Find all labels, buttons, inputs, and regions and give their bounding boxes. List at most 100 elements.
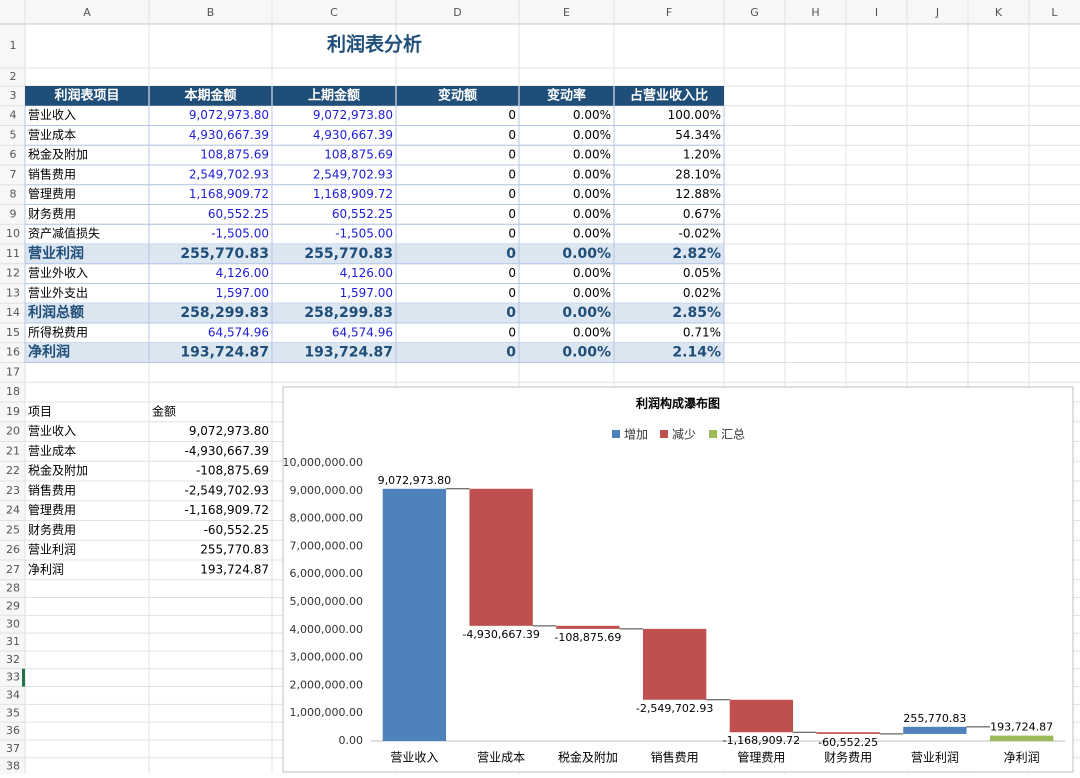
table-header-cell: 上期金额 xyxy=(308,87,360,103)
table-cell: 28.10% xyxy=(675,167,721,181)
row-header: 8 xyxy=(10,188,17,201)
list-cell: -108,875.69 xyxy=(196,464,269,478)
subtotal-cell: 净利润 xyxy=(28,344,70,361)
table-cell: -0.02% xyxy=(679,227,721,241)
bar xyxy=(469,488,533,626)
table-cell: 1.20% xyxy=(683,148,721,162)
bar xyxy=(903,726,967,734)
table-cell: 0 xyxy=(508,128,516,142)
list-cell: 销售费用 xyxy=(28,482,76,497)
y-tick-label: 9,000,000.00 xyxy=(290,484,363,497)
table-cell: 4,930,667.39 xyxy=(189,128,269,142)
row-header-bar xyxy=(0,24,25,774)
table-cell: 1,597.00 xyxy=(340,286,393,300)
bar xyxy=(729,699,794,733)
x-tick-label: 销售费用 xyxy=(651,750,699,765)
bar xyxy=(816,732,880,734)
row-header: 34 xyxy=(6,688,20,701)
table-cell: -1,505.00 xyxy=(335,227,393,241)
legend-label: 增加 xyxy=(624,428,648,442)
list-cell: 193,724.87 xyxy=(200,562,269,576)
table-cell: 税金及附加 xyxy=(28,147,88,162)
row-header: 14 xyxy=(6,306,20,319)
x-tick-label: 营业利润 xyxy=(911,751,959,765)
table-cell: 2,549,702.93 xyxy=(313,167,393,181)
table-cell: 4,126.00 xyxy=(340,266,393,280)
column-header: I xyxy=(875,6,878,19)
x-tick-label: 财务费用 xyxy=(824,750,872,765)
list-cell: -4,930,667.39 xyxy=(185,444,270,458)
table-cell: 资产减值损失 xyxy=(28,226,100,241)
table-cell: 0 xyxy=(508,286,516,300)
table-cell: 64,574.96 xyxy=(332,325,393,339)
table-cell: 财务费用 xyxy=(28,206,76,221)
list-header: 项目 xyxy=(28,404,52,418)
data-label: -108,875.69 xyxy=(554,631,621,644)
legend-swatch xyxy=(709,430,717,438)
table-cell: 12.88% xyxy=(675,187,721,201)
list-cell: -60,552.25 xyxy=(204,523,269,537)
table-cell: 0.00% xyxy=(573,167,611,181)
table-cell: 0 xyxy=(508,207,516,221)
row-header: 38 xyxy=(6,760,20,773)
bar xyxy=(382,488,447,741)
list-cell: 营业利润 xyxy=(28,543,76,557)
x-tick-label: 净利润 xyxy=(1004,751,1040,765)
table-cell: 0 xyxy=(508,266,516,280)
x-tick-label: 营业成本 xyxy=(477,751,525,765)
column-header: E xyxy=(563,6,570,19)
table-header-cell: 变动额 xyxy=(438,87,477,103)
subtotal-fill xyxy=(25,303,724,323)
y-tick-label: 6,000,000.00 xyxy=(290,567,363,580)
list-cell: 营业收入 xyxy=(28,424,76,438)
table-cell: 0.00% xyxy=(573,128,611,142)
row-header: 15 xyxy=(6,326,20,339)
row-header: 18 xyxy=(6,385,20,398)
subtotal-cell: 258,299.83 xyxy=(180,305,269,321)
table-cell: 2,549,702.93 xyxy=(189,167,269,181)
table-header-cell: 变动率 xyxy=(547,87,586,103)
row-header: 1 xyxy=(10,39,17,52)
row-header: 20 xyxy=(6,425,20,438)
y-tick-label: 4,000,000.00 xyxy=(290,623,363,636)
column-header: A xyxy=(83,6,91,19)
table-cell: 100.00% xyxy=(668,108,721,122)
table-cell: 营业外支出 xyxy=(28,286,88,300)
y-tick-label: 10,000,000.00 xyxy=(283,456,363,469)
table-cell: 0.67% xyxy=(683,207,721,221)
table-header-cell: 利润表项目 xyxy=(54,87,119,103)
row-header: 22 xyxy=(6,464,20,477)
table-cell: 60,552.25 xyxy=(208,207,269,221)
table-cell: 销售费用 xyxy=(28,166,76,181)
table-cell: 4,126.00 xyxy=(216,266,269,280)
column-header: G xyxy=(750,6,759,19)
subtotal-cell: 193,724.87 xyxy=(304,345,393,361)
row-header: 32 xyxy=(6,653,20,666)
row-header: 7 xyxy=(10,168,17,181)
subtotal-cell: 0.00% xyxy=(562,345,611,361)
table-cell: 64,574.96 xyxy=(208,325,269,339)
legend-label: 减少 xyxy=(672,428,696,442)
table-cell: 所得税费用 xyxy=(28,324,88,339)
list-header: 金额 xyxy=(152,403,176,418)
legend-swatch xyxy=(660,430,668,438)
row-header: 4 xyxy=(10,109,17,122)
row-header: 21 xyxy=(6,444,20,457)
row-header: 33 xyxy=(6,671,20,684)
subtotal-cell: 2.85% xyxy=(672,305,721,321)
data-label: -60,552.25 xyxy=(818,736,878,749)
x-tick-label: 管理费用 xyxy=(737,750,785,765)
table-cell: 1,168,909.72 xyxy=(313,187,393,201)
y-tick-label: 5,000,000.00 xyxy=(290,595,363,608)
column-header: F xyxy=(666,6,672,19)
table-cell: 9,072,973.80 xyxy=(313,108,393,122)
subtotal-cell: 0 xyxy=(506,345,516,361)
row-header: 10 xyxy=(6,227,20,240)
row-header: 12 xyxy=(6,267,20,280)
row-header: 25 xyxy=(6,523,20,536)
row-header: 28 xyxy=(6,582,20,595)
table-cell: 0 xyxy=(508,148,516,162)
column-header: H xyxy=(811,6,819,19)
row-header: 13 xyxy=(6,286,20,299)
